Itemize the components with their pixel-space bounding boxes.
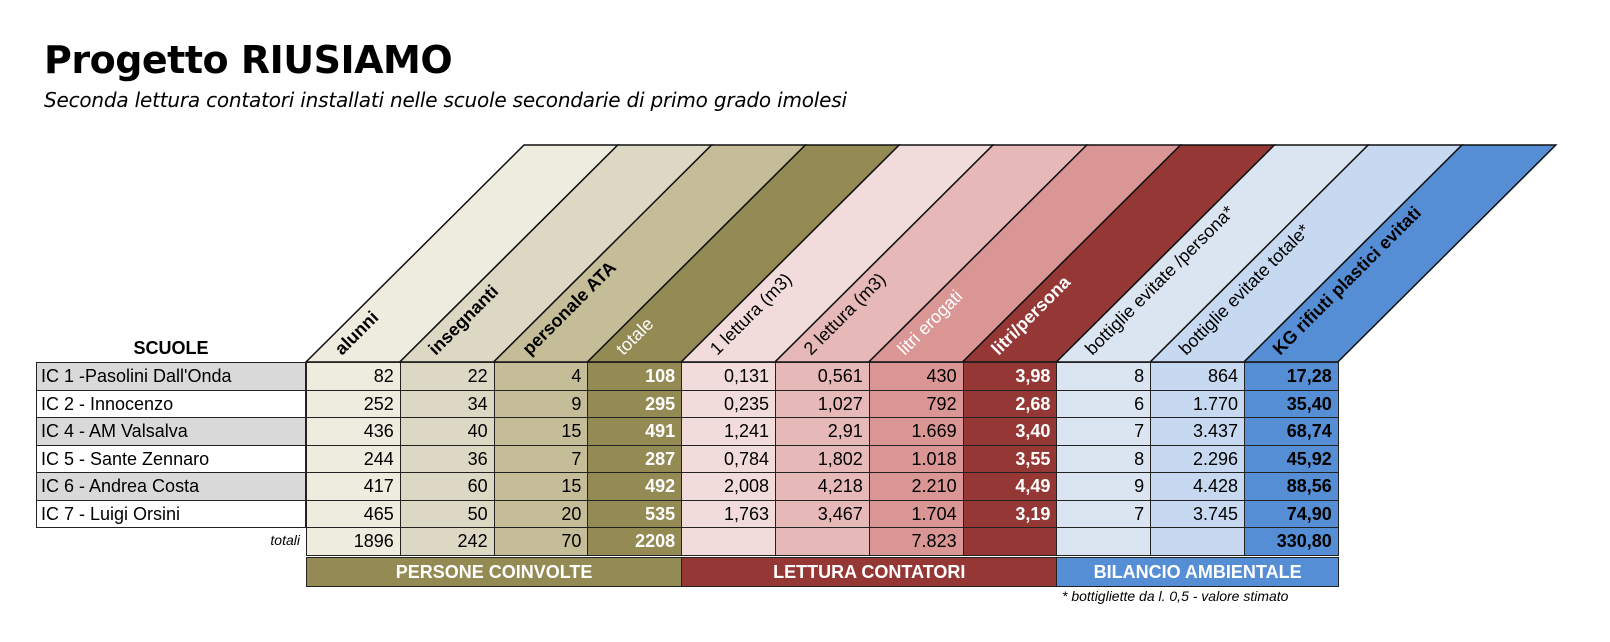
table-cell: 36 — [399, 444, 495, 473]
table-cell: 7 — [1056, 499, 1152, 528]
totals-cell: 7.823 — [868, 527, 964, 556]
table-cell: 40 — [399, 417, 495, 446]
school-name: IC 4 - AM Valsalva — [36, 417, 306, 446]
totals-cell: 242 — [399, 527, 495, 556]
school-name: IC 6 - Andrea Costa — [36, 472, 306, 501]
table-cell: 2,008 — [681, 472, 776, 501]
table-cell: 45,92 — [1244, 444, 1339, 473]
table-cell: 864 — [1150, 362, 1245, 391]
table-cell: 1.704 — [868, 499, 964, 528]
table-cell: 535 — [587, 499, 683, 528]
table-cell: 35,40 — [1244, 389, 1339, 418]
table-cell: 4,218 — [775, 472, 870, 501]
totals-cell: 2208 — [587, 527, 683, 556]
school-name: IC 7 - Luigi Orsini — [36, 499, 306, 528]
table-cell: 295 — [587, 389, 683, 418]
table-cell: 7 — [493, 444, 589, 473]
table-cell: 108 — [587, 362, 683, 391]
table-cell: 3,98 — [962, 362, 1058, 391]
table-cell: 8 — [1056, 444, 1152, 473]
table-cell: 2,91 — [775, 417, 870, 446]
totals-cell: 330,80 — [1244, 527, 1339, 556]
table-cell: 1,027 — [775, 389, 870, 418]
table-cell: 7 — [1056, 417, 1152, 446]
totals-cell — [1056, 527, 1152, 556]
table-cell: 792 — [868, 389, 964, 418]
table-cell: 82 — [306, 362, 401, 391]
table-cell: 3.745 — [1150, 499, 1245, 528]
table-cell: 1.018 — [868, 444, 964, 473]
page-title: Progetto RIUSIAMO — [44, 38, 453, 82]
table-cell: 0,784 — [681, 444, 776, 473]
group-label: PERSONE COINVOLTE — [306, 556, 683, 587]
totals-cell — [1150, 527, 1245, 556]
schools-header: SCUOLE — [133, 338, 209, 358]
table-cell: 1.669 — [868, 417, 964, 446]
table-cell: 9 — [1056, 472, 1152, 501]
table-cell: 4 — [493, 362, 589, 391]
table-cell: 34 — [399, 389, 495, 418]
page-subtitle: Seconda lettura contatori installati nel… — [44, 88, 847, 112]
table-cell: 244 — [306, 444, 401, 473]
table-cell: 4.428 — [1150, 472, 1245, 501]
table-cell: 1,241 — [681, 417, 776, 446]
table-cell: 6 — [1056, 389, 1152, 418]
school-name: IC 5 - Sante Zennaro — [36, 444, 306, 473]
table-cell: 3,55 — [962, 444, 1058, 473]
table-cell: 74,90 — [1244, 499, 1339, 528]
table-cell: 15 — [493, 472, 589, 501]
table-cell: 2.210 — [868, 472, 964, 501]
table-cell: 0,561 — [775, 362, 870, 391]
table-cell: 9 — [493, 389, 589, 418]
totals-label: totali — [270, 532, 300, 548]
table-cell: 68,74 — [1244, 417, 1339, 446]
table-cell: 1,802 — [775, 444, 870, 473]
table-cell: 2,68 — [962, 389, 1058, 418]
table-cell: 60 — [399, 472, 495, 501]
table-cell: 1.770 — [1150, 389, 1245, 418]
table-cell: 88,56 — [1244, 472, 1339, 501]
table-cell: 3,19 — [962, 499, 1058, 528]
totals-cell: 1896 — [306, 527, 401, 556]
table-cell: 4,49 — [962, 472, 1058, 501]
group-label: LETTURA CONTATORI — [681, 556, 1058, 587]
table-cell: 20 — [493, 499, 589, 528]
table-cell: 0,235 — [681, 389, 776, 418]
table-cell: 3,467 — [775, 499, 870, 528]
table-cell: 491 — [587, 417, 683, 446]
totals-cell — [775, 527, 870, 556]
school-name: IC 2 - Innocenzo — [36, 389, 306, 418]
table-cell: 8 — [1056, 362, 1152, 391]
footnote: * bottigliette da l. 0,5 - valore stimat… — [1062, 588, 1289, 604]
totals-cell — [962, 527, 1058, 556]
table-cell: 17,28 — [1244, 362, 1339, 391]
table-cell: 0,131 — [681, 362, 776, 391]
table-cell: 3.437 — [1150, 417, 1245, 446]
table-cell: 22 — [399, 362, 495, 391]
table-cell: 2.296 — [1150, 444, 1245, 473]
table-cell: 50 — [399, 499, 495, 528]
table-cell: 436 — [306, 417, 401, 446]
totals-cell: 70 — [493, 527, 589, 556]
table-cell: 287 — [587, 444, 683, 473]
school-name: IC 1 -Pasolini Dall'Onda — [36, 362, 306, 391]
totals-cell — [681, 527, 776, 556]
table-cell: 430 — [868, 362, 964, 391]
table-cell: 492 — [587, 472, 683, 501]
table-cell: 3,40 — [962, 417, 1058, 446]
table-cell: 465 — [306, 499, 401, 528]
group-label: BILANCIO AMBIENTALE — [1056, 556, 1339, 587]
table-cell: 15 — [493, 417, 589, 446]
table-cell: 417 — [306, 472, 401, 501]
table-cell: 1,763 — [681, 499, 776, 528]
table-cell: 252 — [306, 389, 401, 418]
